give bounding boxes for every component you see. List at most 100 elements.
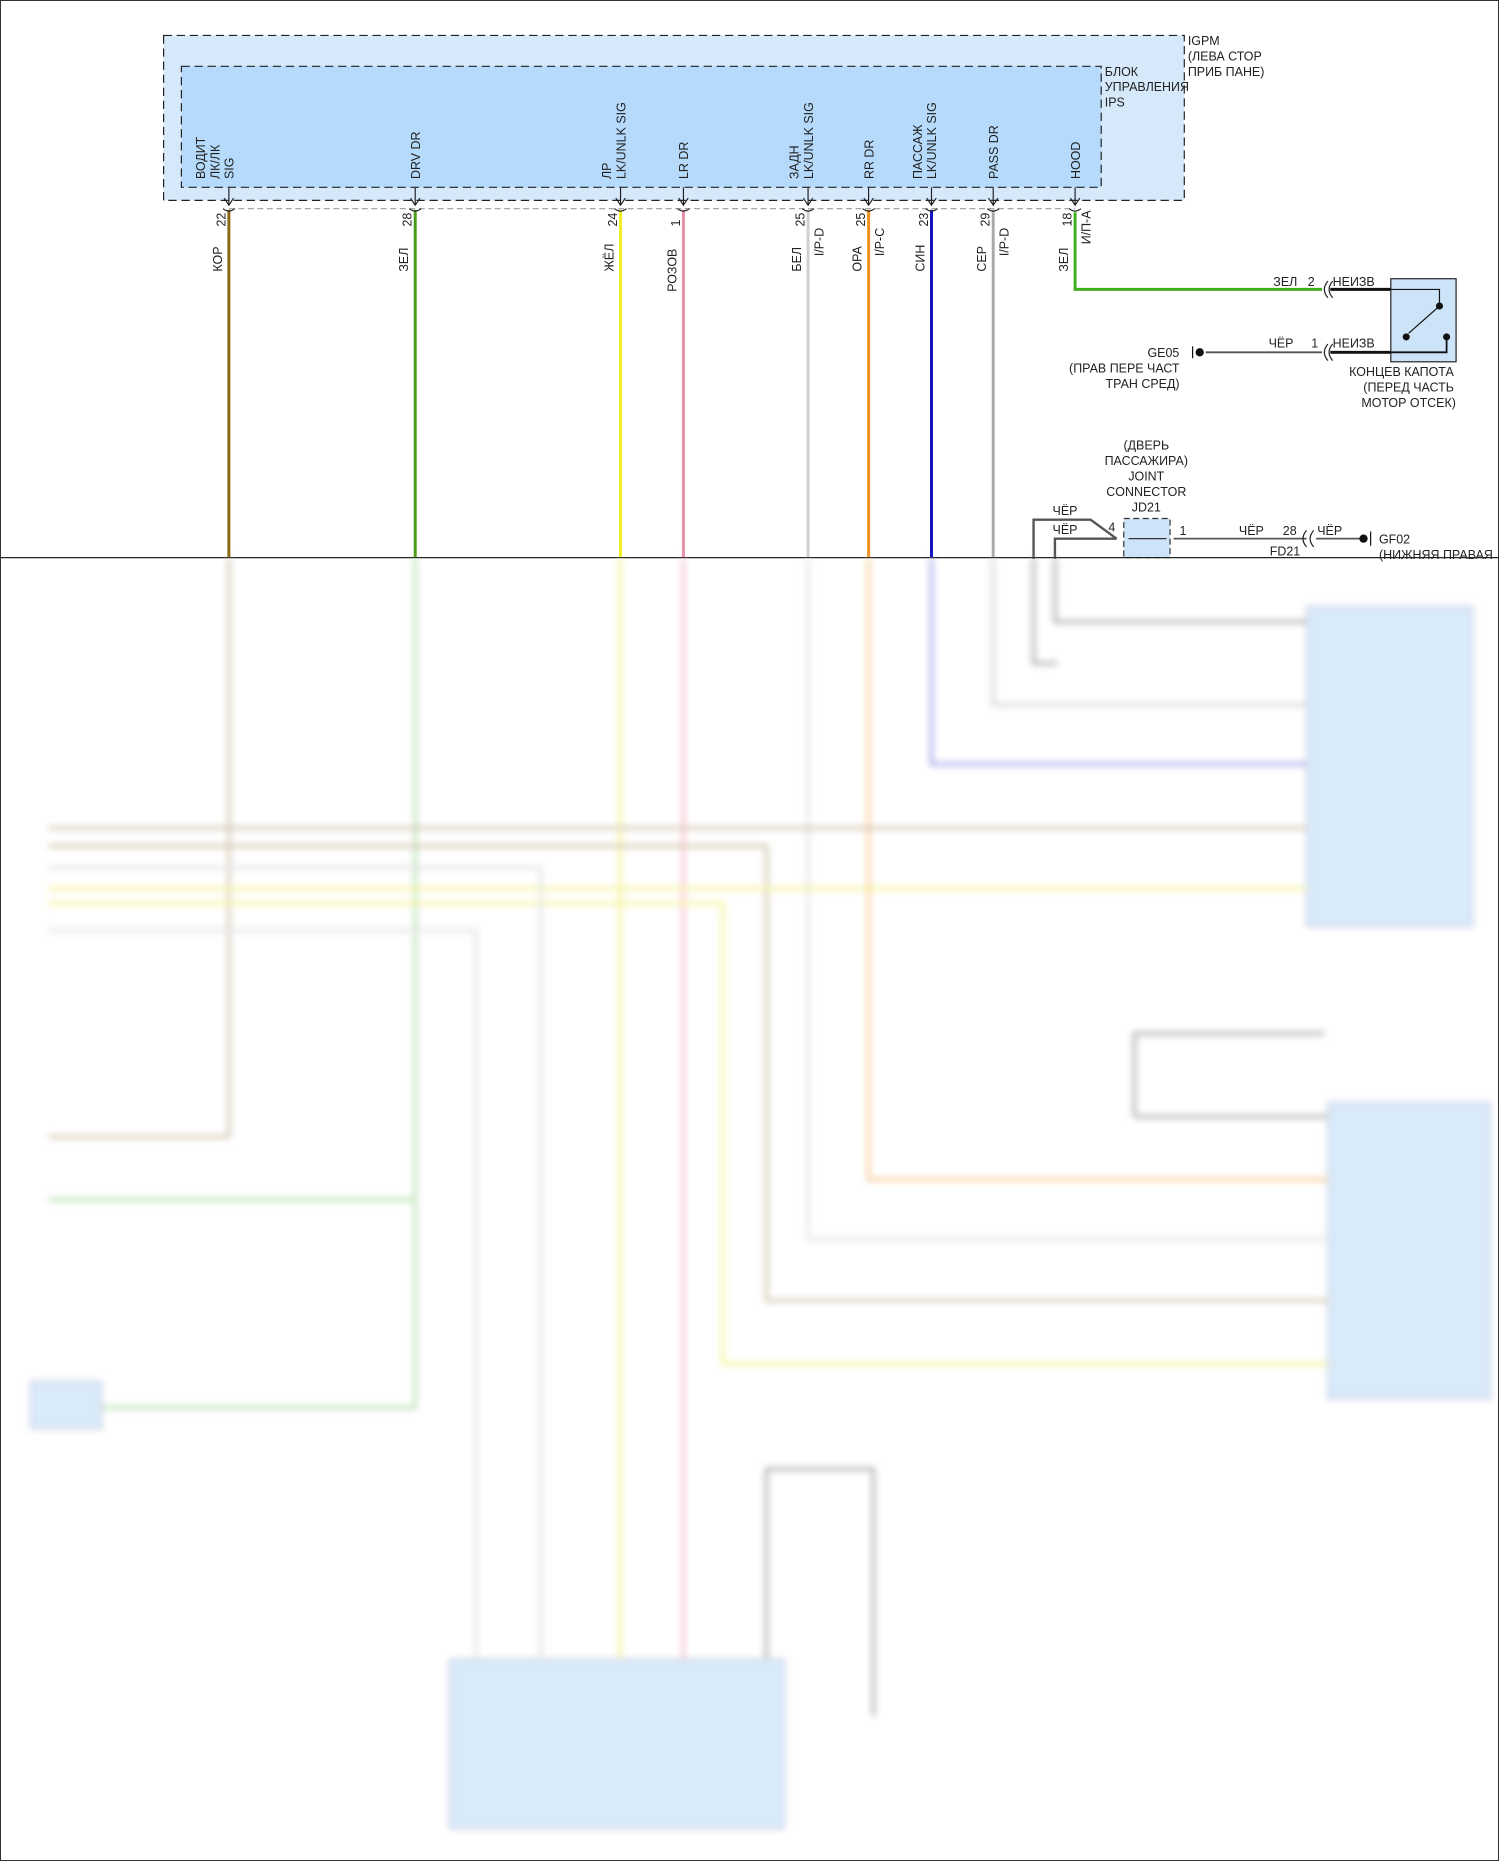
pin-number: 24 — [606, 213, 620, 227]
connector-label: НЕИЗВ — [1333, 337, 1375, 351]
ground-ge05-icon — [1192, 346, 1204, 359]
wire-color-label: КОР — [211, 246, 225, 271]
pin-number: 28 — [1283, 524, 1297, 538]
svg-text:IPS: IPS — [1105, 96, 1125, 110]
wire-color-label: ЧЁР — [1239, 524, 1264, 538]
connector-id: I/P-C — [873, 228, 887, 256]
pin-name: DRV DR — [409, 132, 423, 180]
pin-number: 22 — [214, 213, 228, 227]
pin-number: 25 — [794, 213, 808, 227]
pin-name: SIG — [223, 158, 237, 179]
pin-4: ЗАДН LK/UNLK SIG 25 I/P-D БЕЛ — [788, 102, 826, 558]
svg-text:JD21: JD21 — [1132, 500, 1161, 514]
pin-name: LK/UNLK SIG — [614, 102, 628, 179]
svg-text:КОНЦЕВ КАПОТА: КОНЦЕВ КАПОТА — [1349, 365, 1454, 379]
hood-wire-color-label: ЗЕЛ — [1273, 275, 1297, 289]
switch-contact — [1402, 333, 1410, 341]
pin-name: LK/UNLK SIG — [802, 102, 816, 179]
switch-arm — [1408, 305, 1440, 334]
ips-control-box — [180, 65, 1102, 188]
ground-gf02-id: GF02 — [1379, 532, 1410, 546]
pin-arrow-icon — [408, 187, 422, 212]
pin-number: 18 — [1061, 213, 1075, 227]
pin-arrow-icon — [925, 187, 938, 212]
connector-id: I/P-D — [812, 228, 826, 256]
pin-0: ВОДИТ ЛК/ЛК SIG 22 КОР — [194, 136, 237, 558]
wire-color-label: СЕР — [975, 246, 989, 272]
wire-color-label: ЗЕЛ — [1057, 248, 1071, 272]
pin-8: HOOD 18 И/П-А ЗЕЛ — [1057, 142, 1094, 272]
pin-name: LR DR — [677, 142, 691, 179]
pin-1: DRV DR 28 ЗЕЛ — [397, 132, 423, 558]
pin-name: ЗАДН — [788, 145, 802, 179]
pin-arrow-icon — [614, 187, 627, 212]
wire-color-label: ЧЁР — [1269, 337, 1294, 351]
svg-text:ТРАН СРЕД): ТРАН СРЕД) — [1106, 377, 1180, 391]
svg-text:JOINT: JOINT — [1128, 469, 1164, 483]
pin-arrow-icon — [986, 187, 1000, 212]
switch-line — [1390, 336, 1448, 354]
pin-name: ЛР — [600, 163, 614, 179]
igpm-label: IGPM (ЛЕВА СТОР ПРИБ ПАНЕ) — [1188, 34, 1265, 79]
ground-gf02-icon — [1359, 531, 1372, 546]
wire-color-label: ЧЁР — [1317, 524, 1342, 538]
pin-arrow-icon — [862, 187, 875, 212]
pin-3: LR DR 1 РОЗОВ — [665, 142, 691, 558]
wire-color-label: ОРА — [850, 245, 864, 271]
svg-text:(ПЕРЕД ЧАСТЬ: (ПЕРЕД ЧАСТЬ — [1363, 380, 1454, 394]
pin-arrow-icon — [677, 187, 690, 212]
wire-color-label: РОЗОВ — [665, 249, 679, 292]
svg-text:МОТОР ОТСЕК): МОТОР ОТСЕК) — [1361, 396, 1456, 410]
jd21-wire-b — [1053, 537, 1117, 559]
pin-name: ПАССАЖ — [911, 124, 925, 179]
connector-symbol — [1323, 343, 1334, 362]
pin-5: RR DR 25 I/P-C ОРА — [850, 140, 887, 558]
pin-arrow-icon — [801, 187, 815, 212]
svg-text:БЛОК: БЛОК — [1105, 65, 1139, 79]
fd21-connector-symbol — [1302, 529, 1315, 548]
pin-name: RR DR — [862, 140, 876, 179]
svg-text:ПРИБ ПАНЕ): ПРИБ ПАНЕ) — [1188, 65, 1265, 79]
pin-number: 1 — [1180, 524, 1187, 538]
pin-6: ПАССАЖ LK/UNLK SIG 23 СИН — [911, 102, 939, 558]
connector-symbol — [1323, 280, 1334, 299]
pin-number: 28 — [401, 213, 415, 227]
ground-ge05-id: GE05 — [1148, 346, 1180, 360]
ips-label: БЛОК УПРАВЛЕНИЯ IPS — [1105, 65, 1189, 110]
svg-text:(ДВЕРЬ: (ДВЕРЬ — [1123, 439, 1169, 453]
wire-color-label: СИН — [913, 245, 927, 272]
jd21-wire-a — [1032, 518, 1118, 559]
svg-text:(ПРАВ ПЕРЕ ЧАСТ: (ПРАВ ПЕРЕ ЧАСТ — [1069, 361, 1180, 375]
hood-conn-label-1: НЕИЗВ — [1333, 275, 1375, 289]
svg-text:(ЛЕВА СТОР: (ЛЕВА СТОР — [1188, 49, 1262, 63]
pin-name: ЛК/ЛК — [208, 144, 222, 179]
wire-color-label: ЧЁР — [1053, 504, 1078, 518]
hood-pin-2: 2 — [1308, 275, 1315, 289]
wire-color-label: ЖЁЛ — [602, 244, 616, 272]
pin-name: ВОДИТ — [194, 136, 208, 179]
pin-number: 1 — [1311, 337, 1318, 351]
connector-id: I/P-D — [998, 228, 1012, 256]
pin-number: 1 — [669, 220, 683, 227]
hood-switch-label: КОНЦЕВ КАПОТА (ПЕРЕД ЧАСТЬ МОТОР ОТСЕК) — [1349, 365, 1456, 410]
fd21-label: FD21 — [1270, 544, 1301, 558]
wire-color-label: ЧЁР — [1053, 523, 1078, 537]
wire-color-label: БЕЛ — [790, 247, 804, 272]
svg-text:ПАССАЖИРА): ПАССАЖИРА) — [1105, 454, 1188, 468]
svg-text:IGPM: IGPM — [1188, 34, 1220, 48]
pin-number: 23 — [917, 213, 931, 227]
pin-2: ЛР LK/UNLK SIG 24 ЖЁЛ — [600, 102, 628, 558]
joint-connector-label: (ДВЕРЬ ПАССАЖИРА) JOINT CONNECTOR JD21 — [1105, 439, 1188, 515]
blurred-lower-diagram — [30, 557, 1492, 1830]
pin-number: 29 — [979, 213, 993, 227]
ground-ge05-label: (ПРАВ ПЕРЕ ЧАСТ ТРАН СРЕД) — [1069, 361, 1180, 390]
ground-gf02-label: (НИЖНЯЯ ПРАВАЯ — [1379, 548, 1493, 562]
pin-number: 4 — [1108, 521, 1115, 535]
pin-name: HOOD — [1069, 142, 1083, 179]
switch-line — [1390, 288, 1441, 305]
connector-id: И/П-А — [1080, 210, 1094, 245]
svg-text:CONNECTOR: CONNECTOR — [1106, 485, 1186, 499]
pin-number: 25 — [854, 213, 868, 227]
hood-wire — [1073, 212, 1322, 291]
